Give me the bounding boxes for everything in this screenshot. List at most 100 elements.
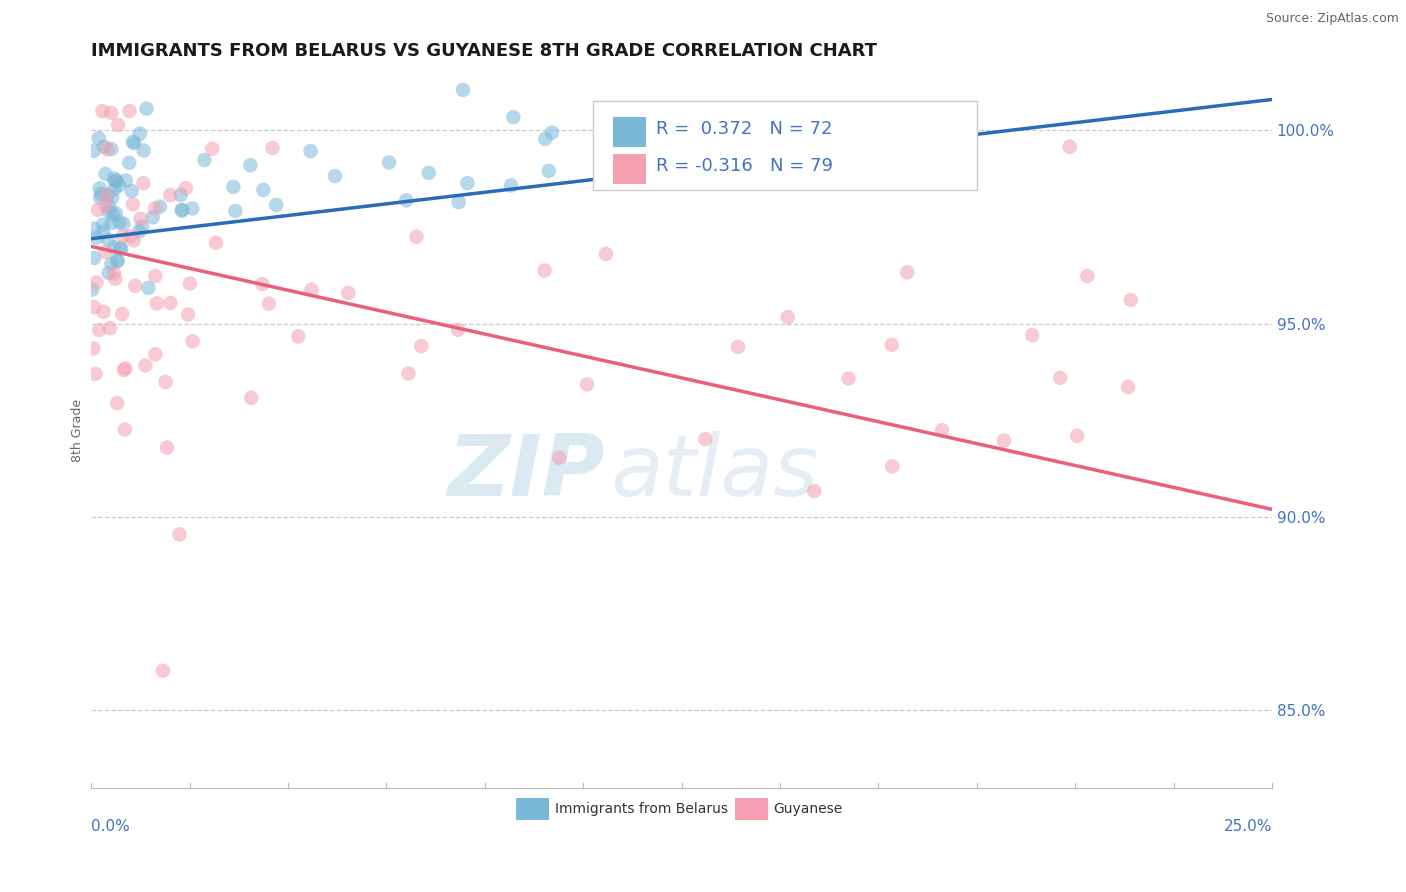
Point bbox=[122, 135, 145, 149]
Point bbox=[101, 216, 124, 230]
Text: atlas: atlas bbox=[610, 432, 818, 515]
Point bbox=[252, 277, 274, 291]
Text: R =  0.372   N = 72: R = 0.372 N = 72 bbox=[655, 120, 832, 138]
Point bbox=[124, 278, 146, 293]
Point bbox=[104, 271, 127, 285]
Point bbox=[1021, 328, 1043, 343]
Point bbox=[287, 329, 309, 343]
Point bbox=[169, 527, 191, 541]
FancyBboxPatch shape bbox=[593, 101, 977, 191]
Y-axis label: 8th Grade: 8th Grade bbox=[72, 399, 84, 462]
Point bbox=[1066, 429, 1088, 443]
Point bbox=[252, 183, 274, 197]
Point bbox=[97, 233, 120, 247]
Point bbox=[177, 308, 200, 322]
Point bbox=[107, 254, 129, 268]
Point bbox=[837, 371, 859, 385]
Point bbox=[135, 102, 157, 116]
Point bbox=[595, 247, 617, 261]
Point bbox=[396, 367, 419, 381]
Point bbox=[1059, 140, 1081, 154]
Point bbox=[103, 240, 125, 254]
Point bbox=[100, 105, 122, 120]
Point bbox=[548, 450, 571, 465]
Point bbox=[880, 338, 903, 352]
Point bbox=[155, 375, 177, 389]
Point bbox=[87, 131, 110, 145]
Point bbox=[131, 219, 153, 234]
Point bbox=[104, 174, 127, 188]
Point bbox=[264, 198, 287, 212]
Point bbox=[174, 181, 197, 195]
Point bbox=[541, 126, 564, 140]
Point bbox=[101, 190, 124, 204]
Point bbox=[224, 204, 246, 219]
Point bbox=[239, 158, 262, 172]
Point bbox=[83, 300, 105, 314]
Point bbox=[107, 118, 129, 132]
Point bbox=[240, 391, 263, 405]
Point bbox=[395, 194, 418, 208]
Point bbox=[128, 127, 150, 141]
Point bbox=[149, 200, 172, 214]
Point bbox=[100, 142, 122, 156]
Point bbox=[205, 235, 228, 250]
Point bbox=[97, 204, 120, 219]
Point bbox=[142, 211, 165, 225]
Point bbox=[537, 164, 560, 178]
Point bbox=[156, 441, 179, 455]
Point bbox=[103, 171, 125, 186]
Point bbox=[86, 231, 108, 245]
Point bbox=[93, 139, 115, 153]
Point bbox=[1049, 371, 1071, 385]
Point bbox=[132, 144, 155, 158]
Point bbox=[323, 169, 346, 183]
Point bbox=[83, 221, 105, 235]
Point bbox=[118, 155, 141, 169]
Bar bbox=[613, 118, 647, 147]
Point bbox=[89, 323, 111, 337]
Point bbox=[121, 184, 143, 198]
Point bbox=[104, 206, 127, 220]
Point bbox=[110, 241, 132, 255]
Text: 25.0%: 25.0% bbox=[1223, 819, 1272, 834]
Point bbox=[94, 199, 117, 213]
Point bbox=[96, 142, 118, 156]
Point bbox=[181, 202, 204, 216]
Point bbox=[159, 188, 181, 202]
Point bbox=[98, 199, 121, 213]
Point bbox=[97, 266, 120, 280]
Point bbox=[90, 186, 112, 201]
Point bbox=[499, 178, 522, 193]
Point bbox=[122, 197, 145, 211]
Point bbox=[122, 233, 145, 247]
Point bbox=[534, 132, 557, 146]
Point bbox=[129, 211, 152, 226]
Point bbox=[134, 359, 156, 373]
Point bbox=[84, 367, 107, 381]
Point bbox=[181, 334, 204, 349]
Point bbox=[100, 257, 122, 271]
Point bbox=[695, 432, 717, 446]
Point bbox=[120, 229, 142, 244]
Point bbox=[138, 281, 160, 295]
Text: ZIP: ZIP bbox=[447, 432, 605, 515]
Point bbox=[411, 339, 433, 353]
Point bbox=[87, 202, 110, 217]
Point bbox=[1116, 380, 1139, 394]
Point bbox=[96, 188, 118, 202]
Point bbox=[112, 363, 135, 377]
Point bbox=[418, 166, 440, 180]
Point bbox=[896, 265, 918, 279]
Point bbox=[145, 347, 167, 361]
Point bbox=[89, 181, 111, 195]
Point bbox=[201, 142, 224, 156]
Text: IMMIGRANTS FROM BELARUS VS GUYANESE 8TH GRADE CORRELATION CHART: IMMIGRANTS FROM BELARUS VS GUYANESE 8TH … bbox=[91, 42, 877, 60]
Point bbox=[132, 176, 155, 190]
Point bbox=[159, 296, 181, 310]
Point bbox=[94, 245, 117, 260]
Point bbox=[86, 276, 108, 290]
Point bbox=[122, 136, 145, 150]
Bar bbox=[735, 798, 768, 820]
Point bbox=[82, 342, 104, 356]
